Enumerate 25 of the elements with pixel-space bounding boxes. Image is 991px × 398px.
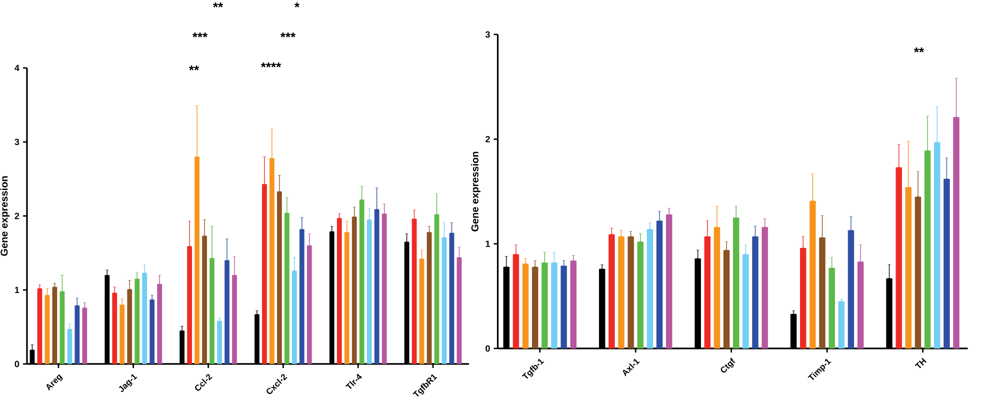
annotation: ** xyxy=(188,66,200,70)
bar xyxy=(838,301,845,348)
y-axis-title: Gene expression xyxy=(471,152,480,232)
text: *** xyxy=(192,32,208,38)
text: **** xyxy=(260,62,282,68)
text: ** xyxy=(212,2,224,8)
y-tick-label: 2 xyxy=(14,212,20,220)
bar xyxy=(150,300,155,364)
bar xyxy=(52,286,58,364)
bar xyxy=(336,218,342,364)
x-tick-label: TH xyxy=(914,358,926,368)
y-tick-label: 3 xyxy=(485,31,490,38)
y-axis-title: Gene expression xyxy=(0,176,10,256)
text: *** xyxy=(280,32,296,38)
y-tick-label: 4 xyxy=(14,64,20,72)
annotation: ** xyxy=(914,48,924,52)
text: * xyxy=(294,2,300,8)
bar xyxy=(37,288,42,364)
y-tick-label: 1 xyxy=(486,240,490,247)
y-tick-label: 1 xyxy=(15,286,20,294)
bar xyxy=(217,321,222,364)
y-tick-label: 0 xyxy=(486,345,490,352)
y-tick-label: 3 xyxy=(14,138,20,146)
y-tick-label: 0 xyxy=(14,360,20,368)
y-tick-label: 2 xyxy=(486,136,490,142)
